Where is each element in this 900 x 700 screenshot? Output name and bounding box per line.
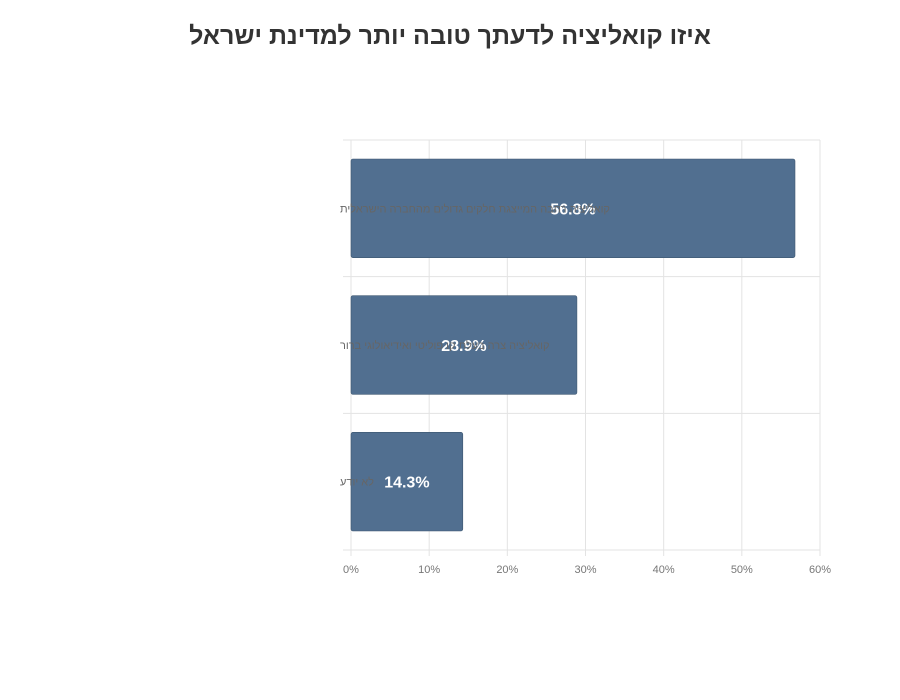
x-tick-label: 0% xyxy=(343,564,359,576)
x-tick-label: 30% xyxy=(574,564,596,576)
labels: 0% 10% 20% 30% 40% 50% 60% 56.8%קואליציה רחבה ה… xyxy=(340,201,831,576)
chart-title: איזו קואליציה לדעתך טובה יותר למדינת ישר… xyxy=(189,22,711,50)
x-tick-label: 20% xyxy=(496,564,518,576)
x-tick-label: 50% xyxy=(731,564,753,576)
bar xyxy=(350,432,464,532)
category-label: לא יודע xyxy=(340,476,374,489)
x-tick-label: 60% xyxy=(809,564,831,576)
x-tick-label: 10% xyxy=(418,564,440,576)
bars xyxy=(350,158,796,532)
bar xyxy=(350,295,578,395)
category-label: קואליציה רחבה המייצגת חלקים גדולים מהחבר… xyxy=(340,202,610,215)
bar xyxy=(350,158,796,258)
bar-value-label: 28.9% xyxy=(441,338,486,355)
bar-value-label: 14.3% xyxy=(384,475,429,492)
bar-value-label: 56.8% xyxy=(550,201,595,218)
x-tick-label: 40% xyxy=(653,564,675,576)
category-label: קואליציה צרה בעלת קו פוליטי ואידיאולוגי … xyxy=(340,339,550,352)
